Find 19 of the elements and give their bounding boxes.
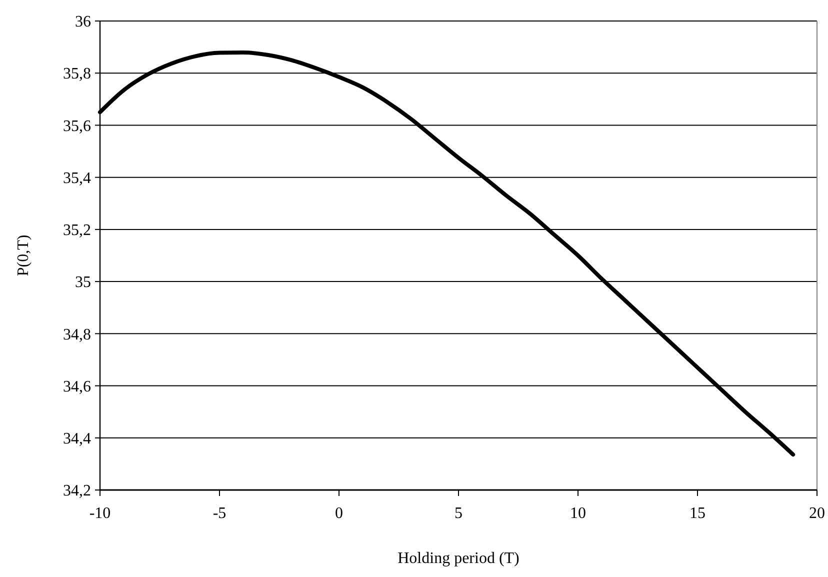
y-tick-label: 34,4 xyxy=(63,430,91,448)
x-tick-label: 5 xyxy=(454,505,462,522)
y-tick-label: 35,2 xyxy=(63,222,91,240)
y-axis-title: P(0,T) xyxy=(15,234,32,276)
y-tick-label: 34,2 xyxy=(63,482,91,500)
y-tick-label: 35,6 xyxy=(63,118,91,135)
y-tick-label: 35,8 xyxy=(63,66,91,83)
y-tick-label: 36 xyxy=(75,14,91,31)
y-tick-label: 34,8 xyxy=(63,326,91,344)
x-tick-label: 20 xyxy=(809,505,825,522)
y-tick-label: 35 xyxy=(75,274,91,292)
x-tick-label: 0 xyxy=(335,505,343,522)
x-tick-label: -5 xyxy=(212,505,226,522)
y-tick-label: 35,4 xyxy=(63,170,91,187)
y-tick-label: 34,6 xyxy=(63,378,91,396)
x-tick-label: 10 xyxy=(570,505,586,522)
x-tick-label: 15 xyxy=(690,505,706,522)
x-tick-label: -10 xyxy=(89,505,111,522)
x-axis-title: Holding period (T) xyxy=(398,550,520,567)
